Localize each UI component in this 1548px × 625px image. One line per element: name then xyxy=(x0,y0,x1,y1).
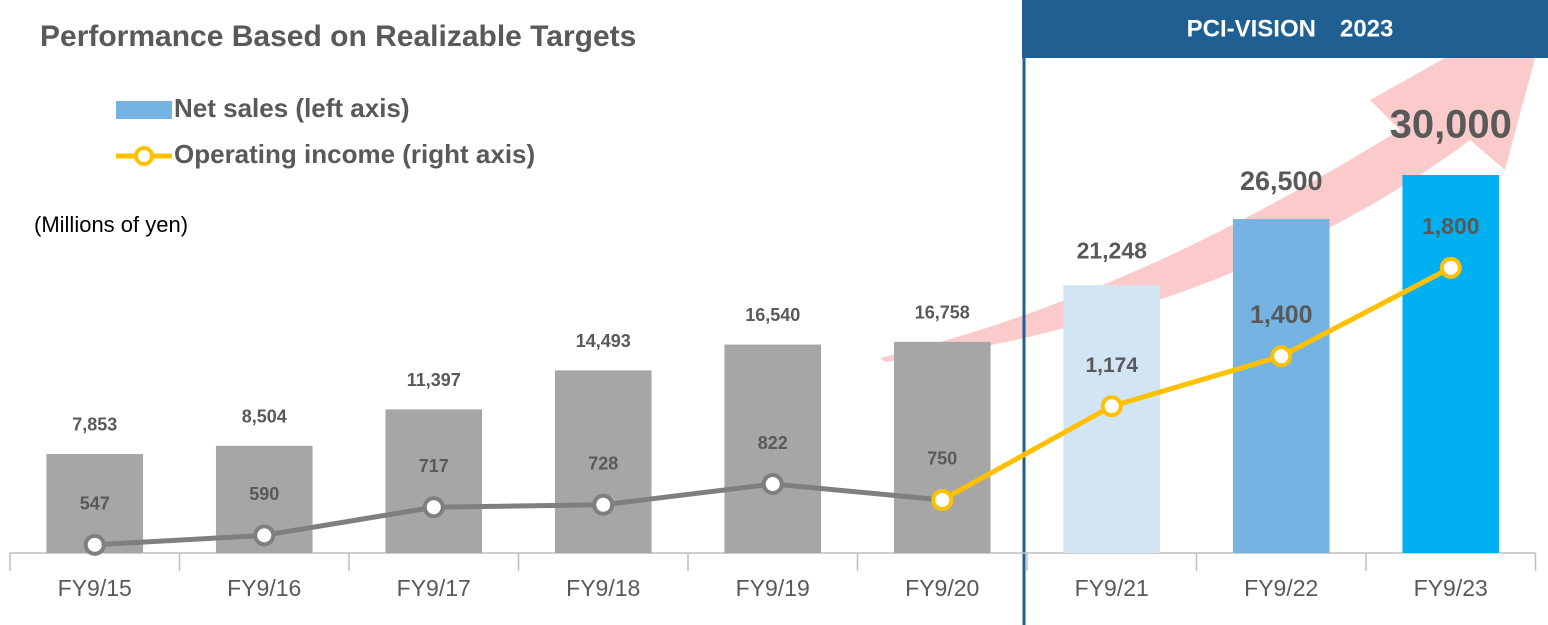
line-segment xyxy=(263,504,435,538)
bar xyxy=(1232,219,1330,553)
x-tick-label: FY9/19 xyxy=(736,575,810,601)
line-marker xyxy=(1270,345,1293,368)
line-segment xyxy=(1280,265,1452,359)
x-tick-label: FY9/23 xyxy=(1414,575,1488,601)
line-value-label: 1,400 xyxy=(1250,301,1313,329)
x-tick-label: FY9/16 xyxy=(227,575,301,601)
x-tick-label: FY9/17 xyxy=(397,575,471,601)
x-tick-label: FY9/15 xyxy=(58,575,132,601)
line-segment xyxy=(1111,353,1282,409)
x-tick-label: FY9/20 xyxy=(905,575,979,601)
line-segment xyxy=(94,532,265,548)
bar-value-label: 7,853 xyxy=(72,415,117,435)
legend-swatch xyxy=(116,101,172,119)
bar-value-label: 16,758 xyxy=(915,302,970,322)
bar xyxy=(893,341,991,553)
bar-value-label: 14,493 xyxy=(576,331,631,351)
line-marker xyxy=(83,533,106,556)
x-tick-label: FY9/21 xyxy=(1075,575,1149,601)
line-segment xyxy=(433,502,604,510)
bar-value-label: 8,504 xyxy=(242,406,287,426)
line-value-label: 750 xyxy=(927,449,957,469)
bar-value-label: 11,397 xyxy=(407,370,461,390)
bar-value-label: 16,540 xyxy=(745,305,800,325)
chart-title: Performance Based on Realizable Targets xyxy=(40,20,636,53)
line-marker xyxy=(422,496,445,519)
bar xyxy=(724,344,822,553)
x-tick-label: FY9/22 xyxy=(1244,575,1318,601)
line-marker xyxy=(592,493,615,516)
bar-value-label: 30,000 xyxy=(1390,103,1512,147)
banner-box xyxy=(1022,0,1548,58)
line-marker xyxy=(1439,256,1462,279)
banner-text: PCI-VISION 2023 xyxy=(1187,15,1394,42)
legend-label: Operating income (right axis) xyxy=(174,139,535,169)
bar-value-label: 21,248 xyxy=(1077,238,1148,264)
line-value-label: 717 xyxy=(419,456,449,476)
bar xyxy=(1063,285,1161,553)
legend-label: Net sales (left axis) xyxy=(174,93,410,123)
line-value-label: 1,174 xyxy=(1085,354,1138,377)
line-marker xyxy=(253,524,276,547)
legend-swatch xyxy=(134,146,154,166)
line-segment xyxy=(772,481,943,503)
bar-value-label: 26,500 xyxy=(1240,166,1323,196)
line-marker xyxy=(931,488,954,511)
bar xyxy=(385,409,483,553)
line-marker xyxy=(761,473,784,496)
line-value-label: 822 xyxy=(758,433,788,453)
line-segment xyxy=(941,404,1113,503)
line-marker xyxy=(1100,395,1123,418)
x-tick-label: FY9/18 xyxy=(566,575,640,601)
line-value-label: 1,800 xyxy=(1422,213,1480,239)
line-segment xyxy=(602,481,774,508)
bar xyxy=(554,370,652,553)
bar xyxy=(1402,175,1500,553)
line-value-label: 728 xyxy=(588,454,618,474)
line-value-label: 590 xyxy=(249,484,279,504)
unit-label: (Millions of yen) xyxy=(34,212,188,237)
line-value-label: 547 xyxy=(80,494,110,514)
